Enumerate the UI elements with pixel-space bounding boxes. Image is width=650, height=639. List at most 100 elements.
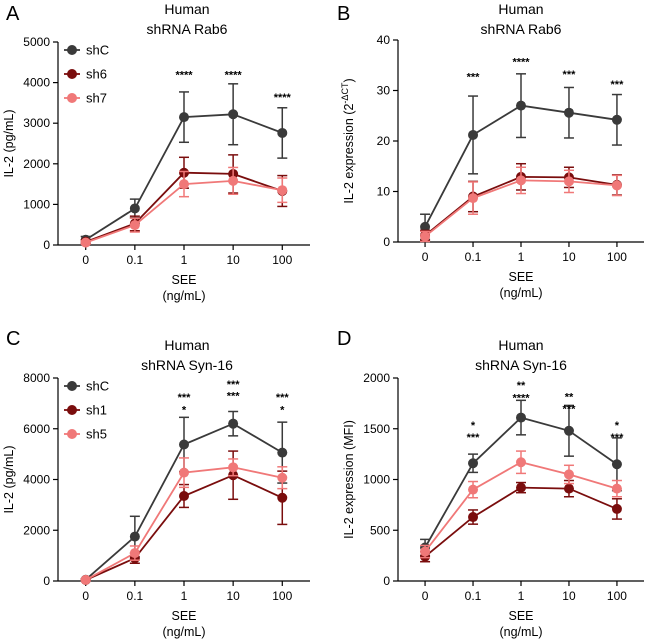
x-tick-label: 0.1 bbox=[127, 253, 144, 267]
data-point bbox=[516, 482, 526, 493]
y-axis-label-close: ) bbox=[342, 78, 356, 82]
y-tick-label: 2000 bbox=[23, 157, 50, 171]
data-point bbox=[179, 490, 189, 501]
significance-marker: **** bbox=[512, 56, 530, 68]
y-axis-label-text: IL-2 expression (2 bbox=[342, 104, 356, 204]
data-point bbox=[277, 492, 288, 503]
x-tick-label: 1 bbox=[181, 589, 188, 603]
y-tick-label: 4000 bbox=[23, 473, 50, 487]
y-axis-label: IL-2 (pg/mL) bbox=[2, 109, 16, 177]
x-tick-label: 0 bbox=[82, 589, 89, 603]
data-point bbox=[179, 467, 189, 478]
y-tick-label: 20 bbox=[377, 134, 391, 148]
series-sh7 bbox=[420, 166, 622, 243]
significance-marker: * bbox=[615, 420, 620, 432]
data-point bbox=[420, 231, 431, 242]
legend-label: sh1 bbox=[86, 403, 107, 418]
data-point bbox=[611, 503, 622, 514]
y-axis-label-text: IL-2 (pg/mL) bbox=[2, 109, 16, 177]
y-axis-label: IL-2 (pg/mL) bbox=[2, 445, 16, 513]
chart-title: Human bbox=[164, 337, 209, 353]
x-tick-label: 1 bbox=[518, 250, 525, 264]
y-axis-label-superscript: -ΔCT bbox=[340, 82, 350, 104]
data-point bbox=[179, 112, 189, 123]
data-point bbox=[468, 512, 479, 523]
data-point bbox=[129, 548, 140, 559]
x-tick-label: 0.1 bbox=[465, 250, 482, 264]
data-point bbox=[420, 546, 431, 557]
data-point bbox=[611, 459, 622, 470]
x-tick-label: 1 bbox=[181, 253, 188, 267]
data-point bbox=[277, 127, 288, 138]
legend-label: sh7 bbox=[86, 91, 107, 106]
legend-label: sh5 bbox=[86, 427, 107, 442]
x-axis-label: SEE bbox=[508, 270, 533, 284]
data-point bbox=[468, 193, 479, 204]
legend-label: shC bbox=[86, 379, 109, 394]
x-axis-label: SEE bbox=[171, 273, 196, 287]
data-point bbox=[228, 175, 239, 186]
significance-marker: *** bbox=[227, 379, 241, 391]
data-point bbox=[468, 484, 479, 495]
data-point bbox=[468, 458, 479, 469]
y-axis-label: IL-2 expression (2-ΔCT) bbox=[340, 78, 356, 203]
significance-marker: *** bbox=[467, 71, 481, 83]
y-tick-label: 10 bbox=[377, 185, 391, 199]
x-tick-label: 10 bbox=[562, 250, 576, 264]
x-tick-label: 0.1 bbox=[127, 589, 144, 603]
data-point bbox=[516, 457, 526, 468]
panel-d: D Human shRNA Syn-16 0 500 1000 1500 2000 0 0.1 1 1… bbox=[337, 328, 644, 639]
series-sh5 bbox=[80, 457, 288, 585]
y-tick-label: 0 bbox=[43, 238, 50, 252]
data-point bbox=[611, 180, 622, 191]
chart-subtitle: shRNA Syn-16 bbox=[141, 357, 233, 373]
significance-marker: **** bbox=[512, 392, 530, 404]
data-point bbox=[420, 221, 431, 232]
series-shC bbox=[420, 399, 622, 557]
significance-marker: * bbox=[182, 405, 187, 417]
legend: shC sh1 sh5 bbox=[64, 379, 109, 442]
legend-swatch-marker bbox=[67, 381, 77, 391]
chart-subtitle: shRNA Rab6 bbox=[481, 21, 562, 37]
data-point bbox=[468, 129, 479, 140]
chart-title: Human bbox=[164, 1, 209, 17]
legend: shC sh6 sh7 bbox=[64, 43, 109, 106]
y-tick-label: 0 bbox=[383, 235, 390, 249]
significance-marker: *** bbox=[611, 79, 625, 91]
data-point bbox=[179, 179, 189, 190]
panel-b: B Human shRNA Rab6 0 10 20 30 40 0 0.1 1 10 100 SEE (n… bbox=[337, 1, 644, 300]
y-tick-label: 1000 bbox=[363, 473, 390, 487]
significance-marker: **** bbox=[225, 70, 243, 82]
x-tick-label: 0 bbox=[422, 250, 429, 264]
significance-marker: *** bbox=[178, 392, 192, 404]
data-point bbox=[129, 220, 140, 231]
legend-label: shC bbox=[86, 43, 109, 58]
panel-letter: A bbox=[6, 3, 20, 25]
x-tick-label: 100 bbox=[272, 253, 292, 267]
data-point bbox=[563, 176, 574, 187]
y-axis-label-text: IL-2 (pg/mL) bbox=[2, 445, 16, 513]
x-axis-label: SEE bbox=[171, 609, 196, 623]
data-point bbox=[80, 574, 91, 585]
y-tick-label: 4000 bbox=[23, 76, 50, 90]
y-tick-label: 0 bbox=[383, 574, 390, 588]
chart-subtitle: shRNA Rab6 bbox=[147, 21, 228, 37]
data-point bbox=[228, 418, 239, 429]
chart-title: Human bbox=[498, 337, 543, 353]
legend-swatch-marker bbox=[67, 69, 77, 79]
legend-swatch-marker bbox=[67, 45, 77, 55]
x-tick-label: 0 bbox=[82, 253, 89, 267]
significance-marker: * bbox=[280, 405, 285, 417]
x-tick-label: 10 bbox=[226, 253, 240, 267]
data-point bbox=[277, 447, 288, 458]
significance-marker: *** bbox=[276, 392, 290, 404]
x-axis-label: (ng/mL) bbox=[499, 286, 542, 300]
significance-marker: *** bbox=[227, 391, 241, 403]
data-point bbox=[563, 483, 574, 494]
data-point bbox=[563, 107, 574, 118]
y-tick-label: 30 bbox=[377, 84, 391, 98]
y-tick-label: 2000 bbox=[363, 371, 390, 385]
legend-swatch-marker bbox=[67, 93, 77, 103]
x-tick-label: 100 bbox=[607, 589, 627, 603]
